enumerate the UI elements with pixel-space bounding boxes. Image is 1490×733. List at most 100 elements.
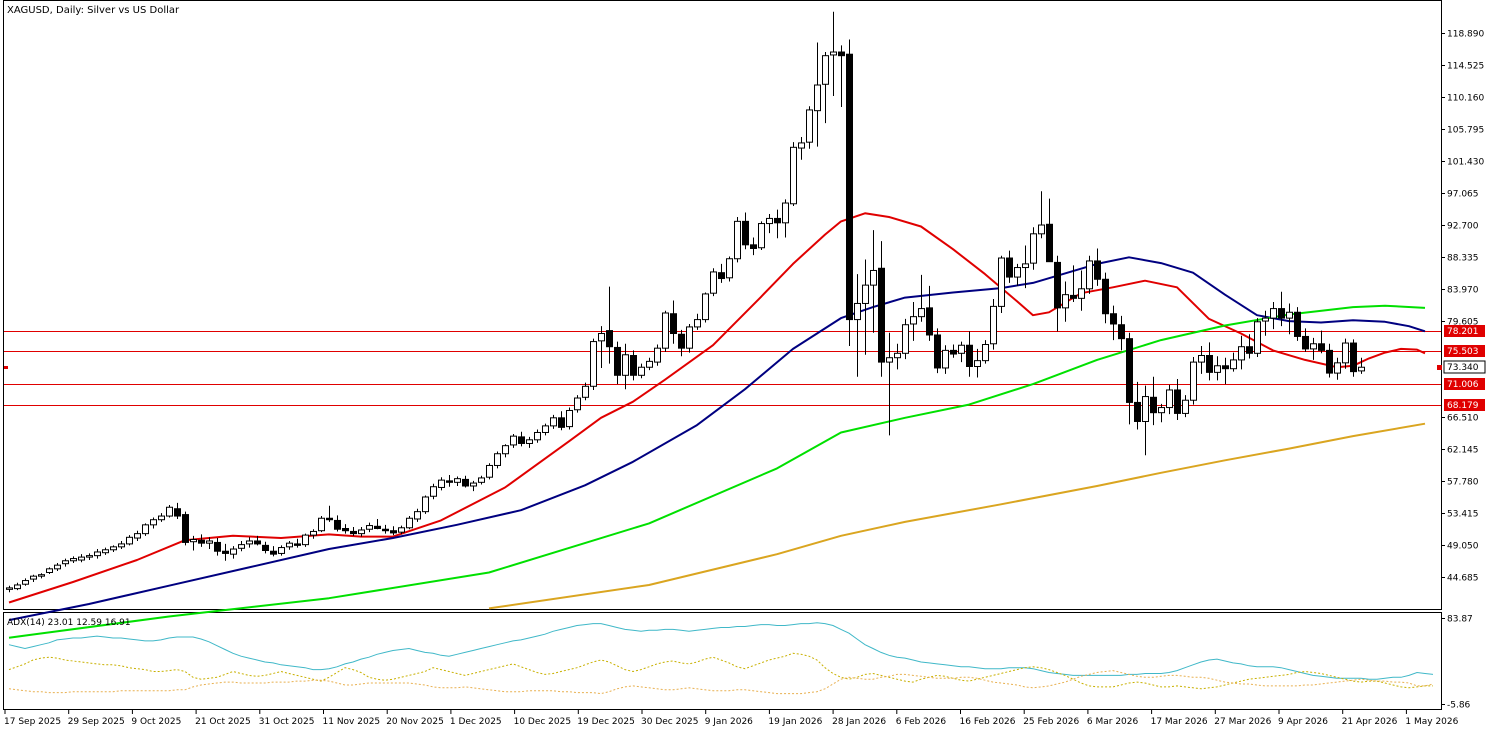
candle <box>358 527 365 537</box>
candle <box>686 323 693 353</box>
candle-body-down <box>1350 342 1357 373</box>
candle <box>158 513 165 522</box>
candle <box>1270 301 1277 330</box>
candle <box>1334 357 1341 380</box>
time-tick-label: 17 Mar 2026 <box>1151 717 1208 727</box>
candle <box>1062 281 1069 322</box>
candle-body-up <box>862 284 869 304</box>
time-tick-label: 25 Feb 2026 <box>1023 717 1079 727</box>
candle-body-down <box>630 355 637 376</box>
candle-body-up <box>662 312 669 349</box>
candle-body-down <box>966 344 973 368</box>
time-tick-label: 27 Mar 2026 <box>1214 717 1271 727</box>
candle-body-up <box>1158 407 1165 414</box>
candle <box>902 318 909 360</box>
time-tick-label: 1 May 2026 <box>1405 717 1458 727</box>
candle-body-up <box>1254 321 1261 354</box>
candle-body-up <box>1166 389 1173 409</box>
candle-body-up <box>46 568 53 573</box>
candle <box>558 411 565 431</box>
candle <box>710 268 717 297</box>
candle <box>1278 291 1285 327</box>
time-tick-label: 9 Jan 2026 <box>705 717 753 727</box>
price-tick-label: 53.415 <box>1447 510 1479 520</box>
candle <box>414 508 421 522</box>
candle-body-up <box>622 354 629 376</box>
candle <box>38 573 45 579</box>
candle-body-down <box>750 244 757 249</box>
candle <box>878 241 885 377</box>
candle <box>662 310 669 352</box>
candle-body-up <box>758 223 765 249</box>
candle-body-up <box>958 344 965 354</box>
candle <box>406 516 413 530</box>
candle <box>198 534 205 547</box>
candle <box>286 540 293 550</box>
candle <box>1158 403 1165 423</box>
main-pane-frame[interactable] <box>3 0 1442 610</box>
candle-body-up <box>990 305 997 345</box>
candle <box>886 332 893 436</box>
candle <box>214 538 221 556</box>
candle-body-up <box>574 397 581 411</box>
candle-body-down <box>1206 355 1213 373</box>
candle <box>1086 255 1093 294</box>
candle-body-up <box>726 258 733 279</box>
candle-body-down <box>1134 401 1141 422</box>
candle <box>774 209 781 239</box>
candle-body-down <box>1118 324 1125 340</box>
candle-body-down <box>350 530 357 535</box>
candle-body-up <box>190 539 197 543</box>
time-tick-label: 29 Sep 2025 <box>68 717 125 727</box>
candle-body-up <box>1262 317 1269 322</box>
candle <box>222 543 229 561</box>
time-tick-label: 9 Apr 2026 <box>1278 717 1328 727</box>
candle <box>950 344 957 358</box>
candle <box>438 477 445 491</box>
candle-body-up <box>94 551 101 557</box>
candle-body-down <box>390 530 397 534</box>
candle-body-down <box>446 480 453 483</box>
candle-body-up <box>86 555 93 558</box>
candle-body-up <box>806 109 813 143</box>
candle <box>1166 384 1173 415</box>
candle-body-up <box>974 360 981 368</box>
level-price-box <box>1444 399 1485 411</box>
adx-pane-frame[interactable] <box>3 612 1442 710</box>
candle <box>742 212 749 250</box>
candle-body-up <box>486 464 493 478</box>
candle <box>1358 357 1365 374</box>
level-price-label: 75.503 <box>1447 347 1479 357</box>
time-tick-label: 16 Feb 2026 <box>960 717 1016 727</box>
candle <box>894 343 901 370</box>
candle <box>982 340 989 364</box>
candle <box>990 299 997 350</box>
candle-body-up <box>686 326 693 349</box>
candle <box>614 341 621 385</box>
candle <box>390 526 397 536</box>
price-tick-label: 79.605 <box>1447 318 1479 328</box>
price-tick-label: 44.685 <box>1447 574 1479 584</box>
candle <box>446 474 453 487</box>
candle-body-down <box>1094 260 1101 280</box>
candle-body-up <box>494 453 501 466</box>
candle-body-up <box>1038 224 1045 235</box>
candle <box>1214 356 1221 381</box>
price-tick-label: 57.780 <box>1447 478 1479 488</box>
level-price-box <box>1444 378 1485 390</box>
candle <box>502 444 509 458</box>
candle-body-up <box>1310 343 1317 350</box>
candle <box>638 363 645 379</box>
candle <box>206 537 213 550</box>
candle <box>1222 357 1229 385</box>
candle-body-up <box>38 574 45 577</box>
candle <box>918 274 925 322</box>
candle-body-up <box>1214 365 1221 373</box>
candle-body-up <box>430 486 437 497</box>
candle-body-up <box>534 431 541 441</box>
candle <box>510 433 517 448</box>
price-tick-label: 118.890 <box>1447 30 1484 40</box>
candle-body-up <box>1342 342 1349 364</box>
candle <box>822 52 829 124</box>
candle <box>302 533 309 547</box>
